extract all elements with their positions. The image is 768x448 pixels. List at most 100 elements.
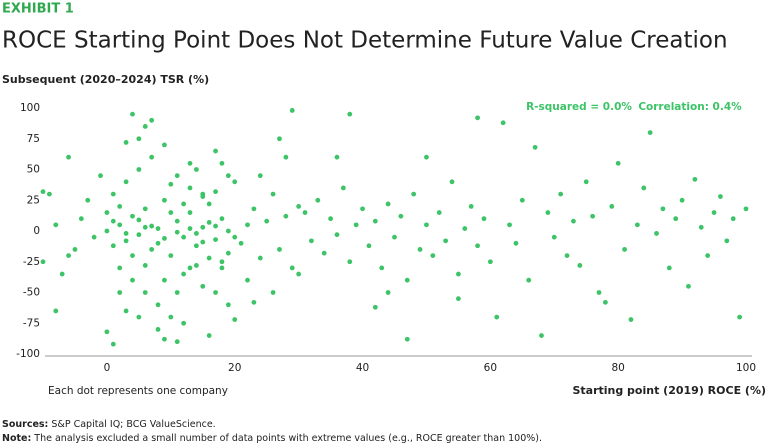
- point: [168, 181, 174, 187]
- point: [123, 238, 129, 244]
- point: [136, 136, 142, 142]
- point: [193, 167, 199, 172]
- point: [462, 226, 468, 231]
- point: [564, 253, 570, 258]
- point: [666, 265, 672, 271]
- point: [200, 239, 206, 245]
- point: [72, 247, 78, 252]
- point: [206, 219, 212, 225]
- point: [168, 314, 174, 320]
- point: [372, 304, 378, 310]
- point: [206, 201, 212, 207]
- point: [270, 290, 276, 295]
- point: [718, 194, 723, 199]
- point: [654, 231, 659, 236]
- point: [123, 231, 129, 236]
- point: [724, 238, 730, 244]
- point: [679, 197, 685, 203]
- point: [315, 197, 321, 203]
- point: [174, 339, 180, 345]
- y-tick-label: 50: [27, 164, 40, 176]
- point: [628, 317, 634, 322]
- point: [302, 210, 308, 215]
- point: [372, 218, 378, 224]
- point: [571, 218, 576, 224]
- point: [225, 302, 231, 308]
- point: [245, 277, 250, 283]
- point: [270, 191, 276, 197]
- point: [66, 253, 71, 258]
- point: [155, 302, 161, 308]
- point: [59, 271, 65, 277]
- point: [117, 290, 123, 295]
- point: [296, 204, 302, 209]
- point: [698, 224, 704, 230]
- point: [130, 253, 135, 258]
- point: [130, 213, 135, 219]
- point: [500, 120, 506, 126]
- point: [289, 265, 295, 271]
- y-tick-label: 75: [27, 133, 40, 145]
- point: [162, 235, 167, 241]
- point: [730, 216, 736, 222]
- point: [686, 283, 691, 289]
- point: [142, 263, 148, 268]
- point: [98, 173, 103, 179]
- point: [660, 206, 666, 212]
- point: [283, 154, 289, 160]
- point: [155, 327, 161, 332]
- point: [117, 222, 123, 228]
- point: [219, 259, 225, 265]
- point: [404, 336, 410, 342]
- point: [456, 296, 461, 302]
- point: [590, 213, 596, 219]
- point: [257, 255, 263, 261]
- point: [277, 136, 282, 142]
- x-tick-label: 20: [228, 362, 241, 374]
- point: [85, 197, 91, 203]
- point: [232, 317, 238, 322]
- point: [245, 222, 250, 228]
- point: [449, 179, 455, 185]
- point: [181, 271, 187, 277]
- point: [251, 299, 257, 305]
- point: [174, 218, 180, 224]
- point: [705, 253, 711, 258]
- point: [551, 234, 557, 240]
- point: [168, 253, 174, 258]
- sources-label: Sources:: [2, 419, 49, 430]
- point: [609, 204, 615, 209]
- point: [436, 210, 442, 215]
- x-tick-label: 0: [104, 362, 111, 374]
- point: [532, 144, 538, 150]
- point: [142, 206, 148, 212]
- point: [392, 234, 397, 240]
- point: [328, 216, 333, 222]
- point: [430, 253, 436, 258]
- annotation: Each dot represents one company: [48, 385, 228, 397]
- point: [238, 240, 244, 246]
- point: [743, 206, 749, 212]
- point: [181, 320, 187, 326]
- point: [174, 173, 180, 179]
- point: [200, 224, 206, 230]
- point: [487, 259, 493, 265]
- point: [187, 226, 193, 231]
- point: [225, 173, 231, 179]
- y-tick-label: 25: [27, 194, 40, 206]
- chart-title: ROCE Starting Point Does Not Determine F…: [2, 28, 728, 54]
- point: [213, 148, 218, 154]
- point: [136, 217, 142, 223]
- point: [385, 201, 391, 207]
- annotation: R-squared = 0.0%: [526, 101, 632, 113]
- point: [411, 191, 417, 197]
- point: [162, 197, 167, 203]
- point: [673, 216, 679, 222]
- point: [123, 140, 129, 145]
- point: [181, 201, 187, 207]
- point: [91, 234, 97, 240]
- point: [187, 160, 193, 166]
- point: [558, 191, 564, 197]
- point: [404, 277, 410, 283]
- point: [174, 290, 180, 295]
